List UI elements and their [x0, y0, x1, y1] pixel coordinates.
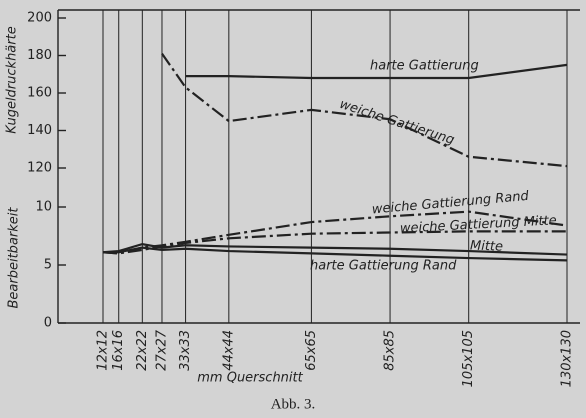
- x-tick-label: 65x65: [304, 330, 319, 371]
- x-tick-label: 85x85: [383, 330, 398, 371]
- series-label: harte Gattierung: [370, 59, 479, 74]
- x-tick-label: 105x105: [461, 330, 476, 387]
- x-tick-label: 16x16: [111, 330, 126, 371]
- y-tick-label: 10: [35, 200, 52, 215]
- y-tick-label: 180: [27, 48, 52, 63]
- y-tick-label: 200: [27, 11, 52, 26]
- y-tick-label: 140: [27, 123, 52, 138]
- y-tick-label: 0: [44, 316, 52, 331]
- line: [102, 242, 568, 256]
- x-tick-label: 22x22: [135, 330, 150, 371]
- series-label: weiche Gattierung Mitte: [400, 213, 557, 236]
- x-tick-label: 130x130: [560, 330, 575, 387]
- y-axis-label: Bearbeitbarkeit: [7, 207, 22, 309]
- y-tick-label: 160: [27, 86, 52, 101]
- x-tick-label: 44x44: [221, 330, 236, 371]
- line: [103, 246, 568, 262]
- y-axis-label: Kugeldruckhärte: [5, 26, 20, 133]
- x-tick-label: 33x33: [178, 330, 193, 371]
- series-label: weiche Gattierung: [338, 97, 456, 148]
- series-label: Mitte: [470, 239, 504, 255]
- x-axis-label: mm Querschnitt: [197, 371, 303, 386]
- y-tick-label: 5: [44, 258, 52, 273]
- series-label: harte Gattierung Rand: [310, 259, 457, 274]
- line: [185, 63, 568, 80]
- x-tick-label: 12x12: [96, 330, 111, 371]
- caption: Abb. 3.: [271, 396, 316, 412]
- x-tick-label: 27x27: [154, 329, 169, 371]
- y-tick-label: 120: [27, 161, 52, 176]
- line: [102, 230, 567, 255]
